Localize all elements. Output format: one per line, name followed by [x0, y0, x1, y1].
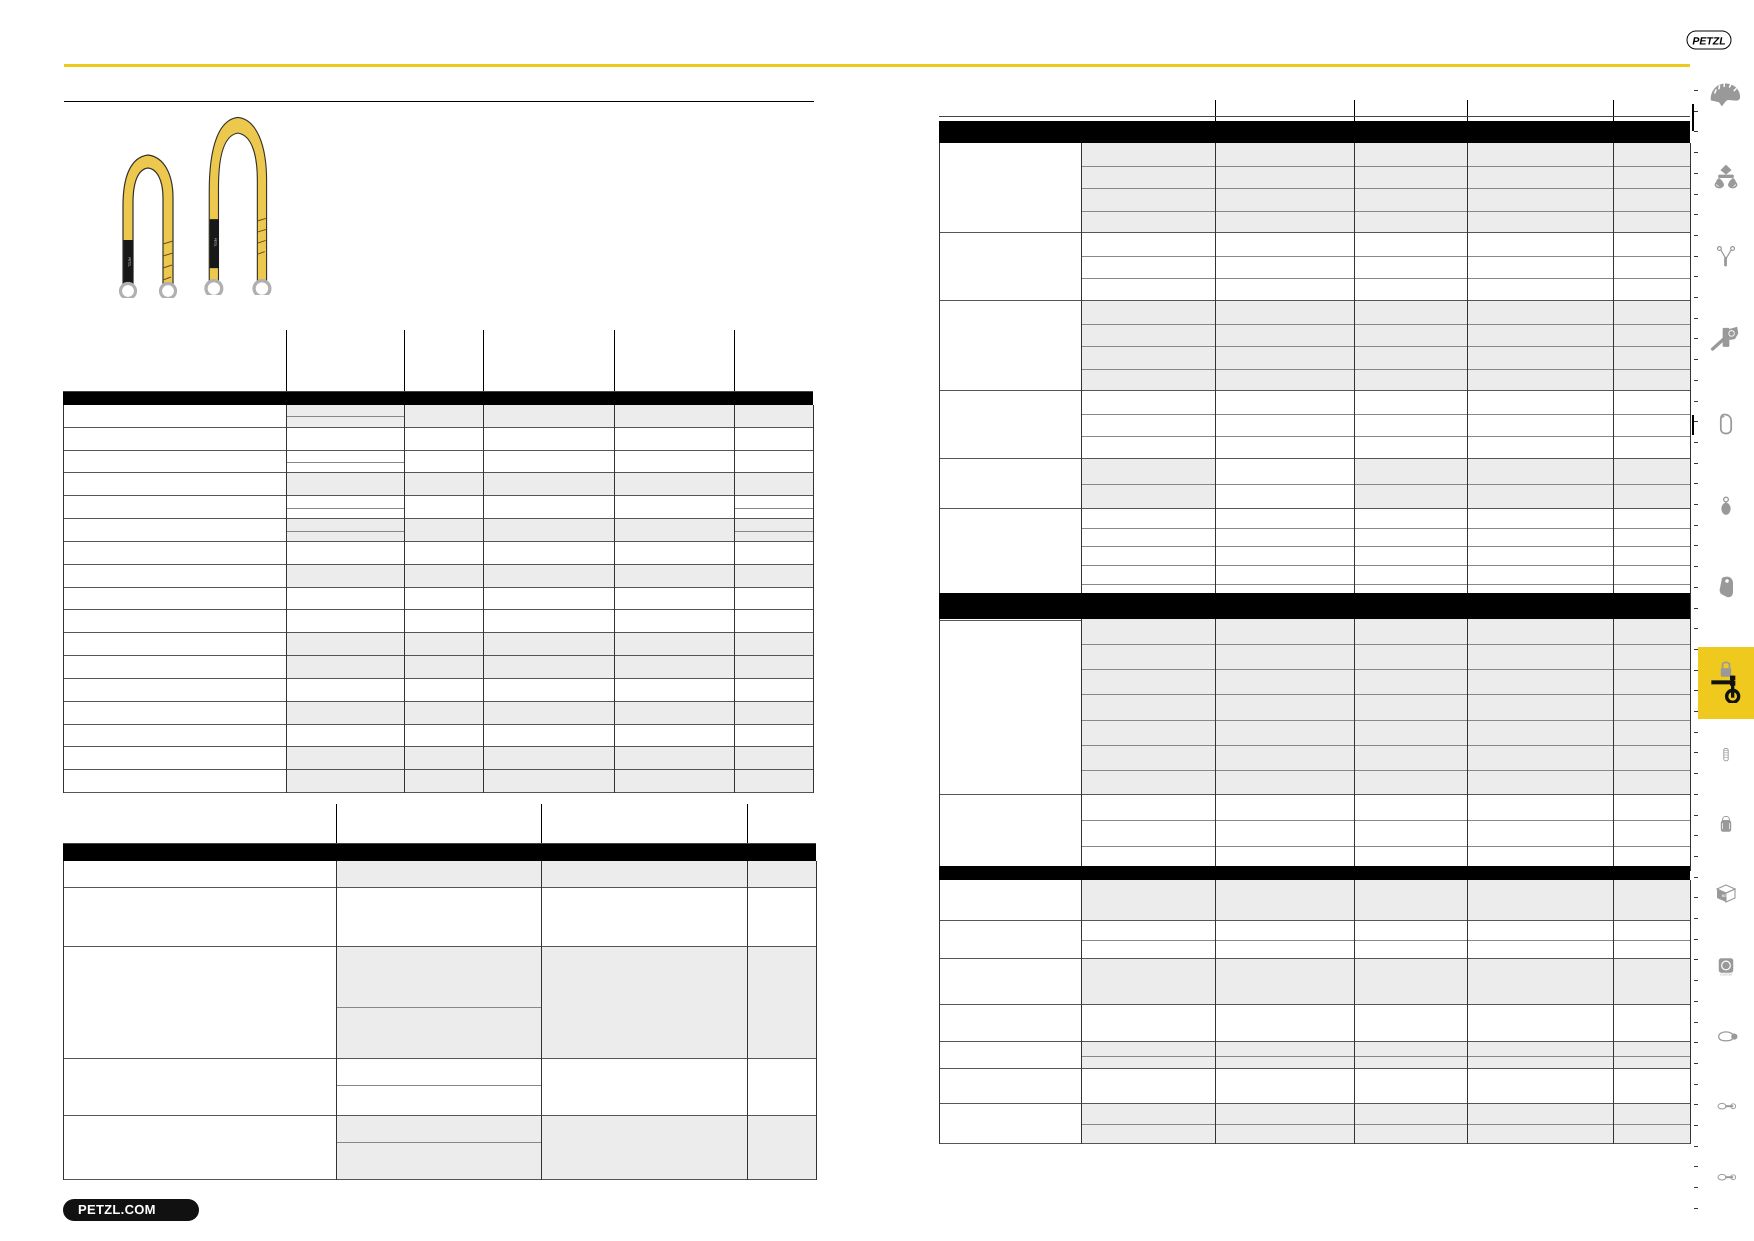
svg-text:KIT: KIT: [1722, 895, 1728, 899]
svg-text:PETZL: PETZL: [128, 257, 132, 267]
svg-text:PETZL: PETZL: [213, 238, 217, 247]
svg-text:CUSTOM: CUSTOM: [1720, 974, 1732, 977]
